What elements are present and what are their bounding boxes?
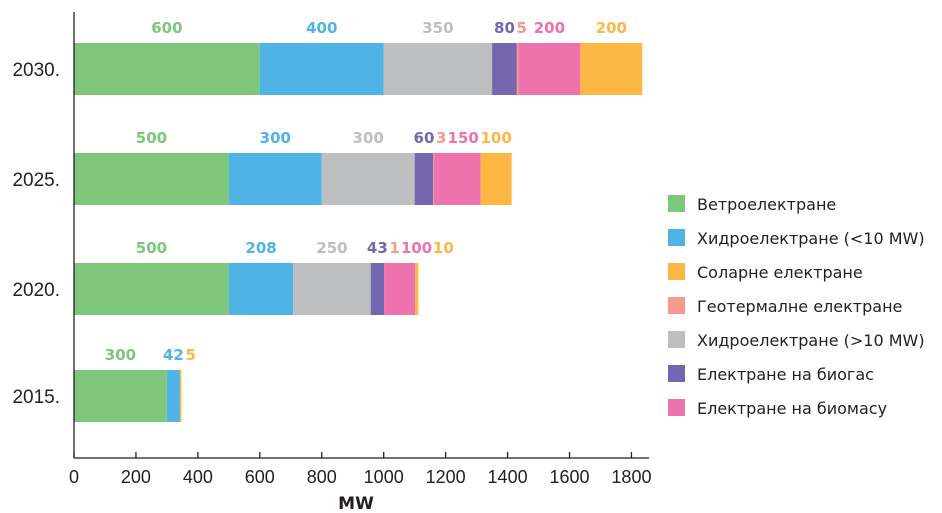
data-label: 250 <box>316 239 347 257</box>
bar-segment <box>414 153 434 205</box>
bar-segment <box>74 370 167 422</box>
bar-segment <box>228 153 322 205</box>
data-label: 400 <box>306 19 337 37</box>
legend-swatch <box>668 229 685 246</box>
data-label: 10 <box>433 239 454 257</box>
data-label: 150 <box>448 129 479 147</box>
data-label: 200 <box>534 19 565 37</box>
data-label: 80 <box>494 19 515 37</box>
bar-segment <box>228 263 294 315</box>
bar-segment <box>179 370 182 422</box>
data-label: 350 <box>422 19 453 37</box>
data-label: 60 <box>414 129 435 147</box>
bar-segment <box>259 43 384 95</box>
data-label: 3 <box>436 129 446 147</box>
bar-segment <box>370 263 385 315</box>
x-tick-label: 800 <box>307 467 337 487</box>
data-label: 300 <box>353 129 384 147</box>
legend-label: Хидроелектране (>10 MW) <box>697 331 925 350</box>
bar-segment <box>518 43 581 95</box>
x-tick-label: 1600 <box>549 467 589 487</box>
bar-segment <box>480 153 512 205</box>
x-tick-label: 400 <box>183 467 213 487</box>
data-label: 500 <box>136 239 167 257</box>
legend-label: Електране на биомасу <box>697 399 887 418</box>
x-tick-label: 600 <box>245 467 275 487</box>
y-axis-categories: 2030. 2025. 2020. 2015. <box>12 60 60 408</box>
bars-layer <box>74 43 643 422</box>
x-tick-label: 1200 <box>426 467 466 487</box>
x-tick-label: 0 <box>69 467 79 487</box>
x-tick-label: 1400 <box>488 467 528 487</box>
data-label: 100 <box>480 129 511 147</box>
legend-swatch <box>668 331 685 348</box>
category-label: 2020. <box>12 280 60 301</box>
legend-swatch <box>668 365 685 382</box>
bar-segment <box>74 263 229 315</box>
bar-segment <box>383 43 493 95</box>
data-label: 600 <box>151 19 182 37</box>
data-label: 208 <box>245 239 276 257</box>
category-label: 2030. <box>12 60 60 81</box>
bar-segment <box>516 43 519 95</box>
bar-segment <box>74 43 260 95</box>
data-label: 5 <box>185 346 195 364</box>
x-axis-title: MW <box>338 494 374 513</box>
data-label: 300 <box>105 346 136 364</box>
legend-label: Електране на биогас <box>697 365 874 384</box>
legend-swatch <box>668 399 685 416</box>
bar-segment <box>166 370 180 422</box>
x-tick-label: 1000 <box>364 467 404 487</box>
bar-segment <box>492 43 517 95</box>
data-label: 300 <box>260 129 291 147</box>
data-label: 200 <box>596 19 627 37</box>
bar-segment <box>415 263 419 315</box>
data-label: 5 <box>517 19 527 37</box>
legend-label: Ветроелектране <box>697 195 836 214</box>
category-label: 2015. <box>12 387 60 408</box>
legend-swatch <box>668 263 685 280</box>
legend-swatch <box>668 195 685 212</box>
bar-segment <box>321 153 415 205</box>
legend-swatch <box>668 297 685 314</box>
x-tick-label: 1800 <box>611 467 651 487</box>
data-label: 1 <box>389 239 399 257</box>
data-label: 500 <box>136 129 167 147</box>
bar-segment <box>74 153 229 205</box>
x-axis: 0 200 400 600 800 1000 1200 1400 1600 1800 <box>69 12 651 487</box>
data-label: 100 <box>401 239 432 257</box>
data-label: 43 <box>367 239 388 257</box>
legend: Ветроелектране Хидроелектране (<10 MW) Сол… <box>668 195 925 418</box>
legend-label: Хидроелектране (<10 MW) <box>697 229 925 248</box>
bar-segment <box>433 153 435 205</box>
bar-segment <box>293 263 371 315</box>
bar-segment <box>434 153 481 205</box>
bar-segment <box>580 43 643 95</box>
legend-label: Соларне електране <box>697 263 863 282</box>
category-label: 2025. <box>12 170 60 191</box>
bar-segment <box>384 263 416 315</box>
data-label: 42 <box>163 346 184 364</box>
legend-label: Геотермалне електране <box>697 297 902 316</box>
x-tick-label: 200 <box>121 467 151 487</box>
